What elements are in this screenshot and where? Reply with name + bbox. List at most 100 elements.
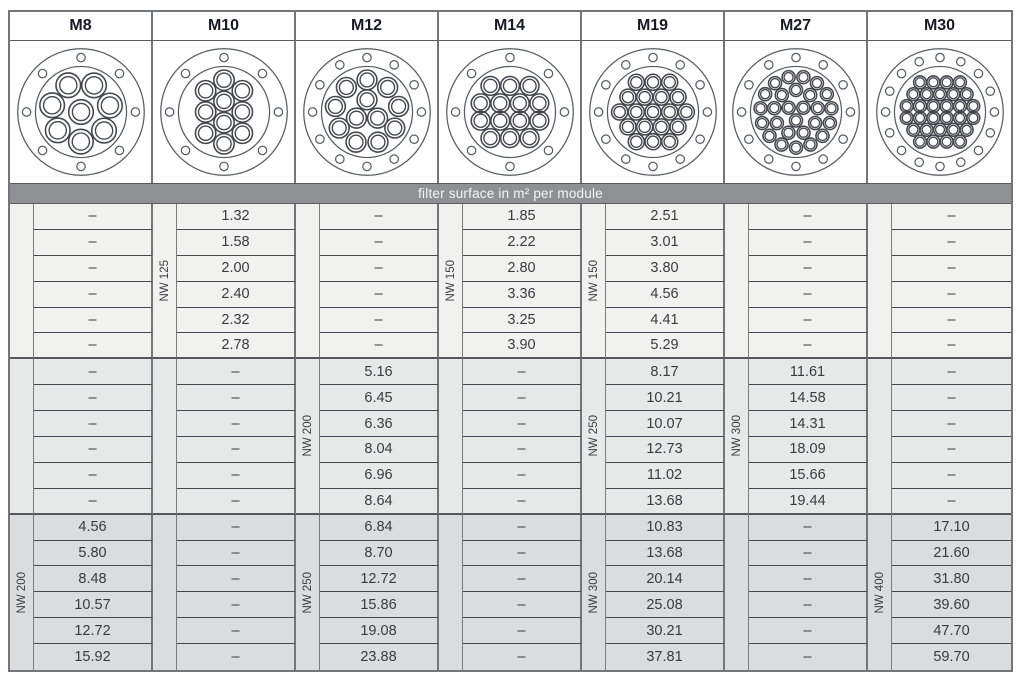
value-cell-m14-g3-r5: – [463,618,582,645]
nw-label-cell-m30-g2 [868,359,892,515]
value-cell-m8-g2-r1: – [34,359,153,386]
flange-cell-m19 [582,41,725,183]
value-cell-m14-g3-r1: – [463,514,582,541]
filter-surface-table: M8 M10 M12 M14 M19 M27 M30 filter surface in m²… [8,10,1013,672]
module-header-m10: M10 [153,12,296,41]
value-cell-m19-g1-r2: 3.01 [606,229,725,256]
value-cell-m8-g2-r6-label: – [88,492,97,509]
value-cell-m14-g2-r5: – [463,462,582,489]
value-cell-m27-g3-r2-label: – [803,544,812,561]
value-cell-m10-g3-r1-label: – [231,519,240,536]
value-cell-m27-g2-r6: 19.44 [749,488,868,515]
nw-label-cell-m8-g2 [10,359,34,515]
value-cell-m10-g3-r2-label: – [231,544,240,561]
value-cell-m12-g2-r4-label: 8.04 [364,441,393,458]
value-cell-m8-g3-r6-label: 15.92 [74,649,111,666]
value-cell-m10-g1-r3: 2.00 [177,255,296,282]
value-cell-m14-g1-r1-label: 1.85 [507,208,536,225]
value-cell-m14-g1-r6: 3.90 [463,333,582,360]
value-cell-m8-g3-r6: 15.92 [34,644,153,670]
value-cell-m12-g3-r3: 12.72 [320,566,439,593]
value-cell-m30-g3-r2: 21.60 [892,540,1011,567]
flange-diagram-m10 [159,48,288,176]
value-cell-m19-g3-r6: 37.81 [606,644,725,670]
value-cell-m12-g1-r6-label: – [374,337,383,354]
value-cell-m30-g3-r4: 39.60 [892,592,1011,619]
value-cell-m10-g2-r2: – [177,385,296,412]
module-header-m27-label: M27 [779,17,812,34]
value-cell-m8-g3-r2: 5.80 [34,540,153,567]
nw-label-cell-m19-g2: NW 250 [582,359,606,515]
module-header-m12: M12 [296,12,439,41]
flange-diagram-m14 [445,48,574,176]
module-header-m14: M14 [439,12,582,41]
value-cell-m10-g1-r5: 2.32 [177,307,296,334]
value-cell-m30-g3-r6: 59.70 [892,644,1011,670]
value-cell-m12-g3-r5-label: 19.08 [360,622,397,639]
nw-label-cell-m19-g3: NW 300 [582,514,606,670]
value-cell-m10-g1-r1: 1.32 [177,204,296,230]
value-cell-m10-g3-r1: – [177,514,296,541]
value-cell-m30-g1-r5: – [892,307,1011,334]
nw-label-cell-m30-g3: NW 400 [868,514,892,670]
value-cell-m27-g3-r6-label: – [803,649,812,666]
value-cell-m19-g2-r2: 10.21 [606,385,725,412]
value-cell-m8-g2-r4-label: – [88,441,97,458]
value-cell-m8-g2-r3-label: – [88,415,97,432]
value-cell-m19-g1-r4-label: 4.56 [650,286,679,303]
value-cell-m10-g1-r5-label: 2.32 [221,311,250,328]
flange-cell-m10 [153,41,296,183]
value-cell-m19-g2-r3: 10.07 [606,411,725,437]
module-header-m14-label: M14 [493,17,526,34]
value-cell-m12-g2-r1-label: 5.16 [364,363,393,380]
value-cell-m12-g1-r1: – [320,204,439,230]
value-cell-m19-g1-r1-label: 2.51 [650,208,679,225]
value-cell-m19-g3-r5-label: 30.21 [646,622,683,639]
value-cell-m27-g1-r6: – [749,333,868,360]
nw-label-cell-m27-g1 [725,204,749,360]
value-cell-m12-g1-r5: – [320,307,439,334]
value-cell-m10-g3-r2: – [177,540,296,567]
value-cell-m12-g3-r1: 6.84 [320,514,439,541]
value-cell-m12-g1-r4-label: – [374,286,383,303]
nw-label-cell-m10-g1: NW 125 [153,204,177,360]
flange-cell-m27 [725,41,868,183]
nw-label-cell-m14-g1-label: NW 150 [444,259,457,302]
value-cell-m12-g3-r6-label: 23.88 [360,649,397,666]
value-cell-m27-g3-r3-label: – [803,570,812,587]
value-cell-m10-g2-r1-label: – [231,363,240,380]
value-cell-m19-g2-r6: 13.68 [606,488,725,515]
value-cell-m10-g3-r6: – [177,644,296,670]
value-cell-m30-g2-r1: – [892,359,1011,386]
value-cell-m14-g3-r6-label: – [517,649,526,666]
value-cell-m10-g3-r5: – [177,618,296,645]
value-cell-m30-g2-r4: – [892,437,1011,463]
nw-label-cell-m10-g1-label: NW 125 [158,259,171,302]
value-cell-m27-g3-r1: – [749,514,868,541]
value-cell-m30-g2-r5-label: – [947,467,956,484]
value-cell-m14-g3-r6: – [463,644,582,670]
nw-label-cell-m8-g3-label: NW 200 [15,571,28,614]
value-cell-m8-g1-r1: – [34,204,153,230]
value-cell-m27-g1-r1-label: – [803,208,812,225]
value-cell-m14-g2-r2-label: – [517,389,526,406]
module-header-m8: M8 [10,12,153,41]
nw-label-cell-m14-g2 [439,359,463,515]
value-cell-m12-g2-r6: 8.64 [320,488,439,515]
value-cell-m10-g2-r6-label: – [231,492,240,509]
value-cell-m12-g1-r5-label: – [374,311,383,328]
value-cell-m8-g3-r3: 8.48 [34,566,153,593]
value-cell-m10-g3-r4: – [177,592,296,619]
value-cell-m27-g2-r4: 18.09 [749,437,868,463]
value-cell-m14-g3-r4-label: – [517,596,526,613]
value-cell-m10-g1-r4-label: 2.40 [221,286,250,303]
value-cell-m8-g3-r5: 12.72 [34,618,153,645]
value-cell-m10-g1-r3-label: 2.00 [221,260,250,277]
value-cell-m14-g2-r3: – [463,411,582,437]
value-cell-m8-g2-r6: – [34,488,153,515]
nw-label-cell-m12-g2-label: NW 200 [301,415,314,457]
value-cell-m12-g3-r5: 19.08 [320,618,439,645]
value-cell-m30-g2-r4-label: – [947,441,956,458]
nw-label-cell-m10-g3 [153,514,177,670]
value-cell-m30-g3-r3: 31.80 [892,566,1011,593]
